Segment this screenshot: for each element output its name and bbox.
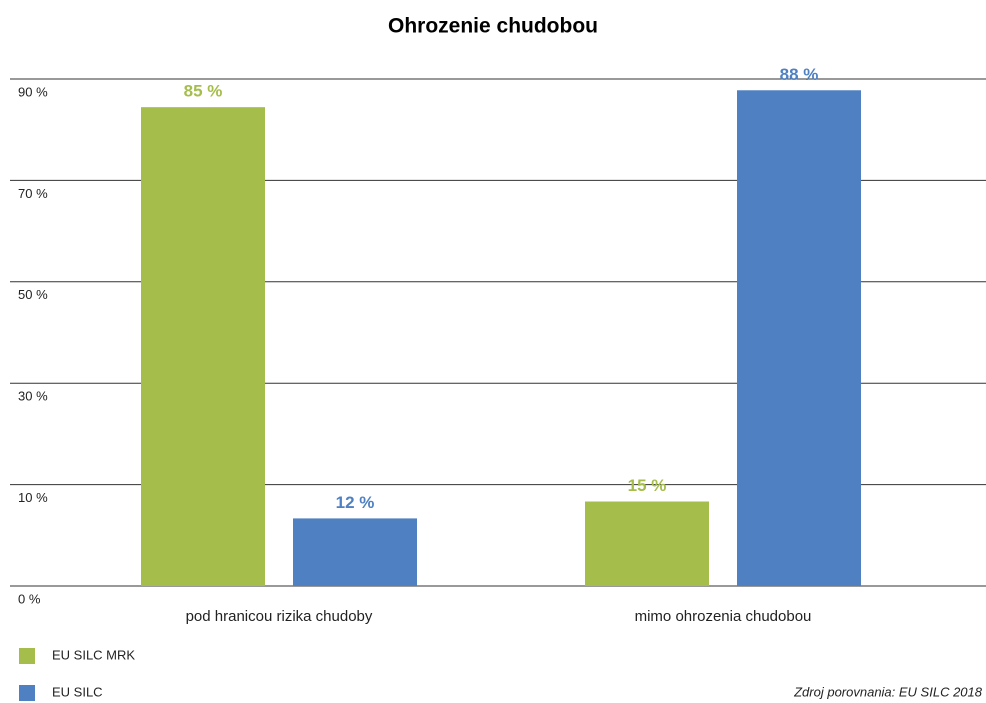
value-label: 12 % — [336, 493, 375, 512]
y-tick-label: 90 % — [18, 84, 48, 99]
bar — [585, 501, 709, 586]
chart-title: Ohrozenie chudobou — [388, 15, 598, 38]
x-tick-label: pod hranicou rizika chudoby — [186, 608, 373, 625]
y-tick-label: 70 % — [18, 186, 48, 201]
legend-swatch — [19, 648, 35, 664]
y-tick-label: 10 % — [18, 490, 48, 505]
value-label: 15 % — [628, 476, 667, 495]
y-tick-label: 0 % — [18, 591, 41, 606]
x-tick-label: mimo ohrozenia chudobou — [635, 608, 812, 625]
bar — [141, 107, 265, 587]
y-tick-label: 50 % — [18, 287, 48, 302]
bar — [737, 90, 861, 587]
bar — [293, 518, 417, 586]
legend-swatch — [19, 685, 35, 701]
legend-label: EU SILC MRK — [52, 647, 135, 662]
legend-label: EU SILC — [52, 684, 103, 699]
value-label: 88 % — [780, 65, 819, 84]
value-label: 85 % — [184, 82, 223, 101]
source-note: Zdroj porovnania: EU SILC 2018 — [793, 684, 983, 699]
y-tick-label: 30 % — [18, 389, 48, 404]
